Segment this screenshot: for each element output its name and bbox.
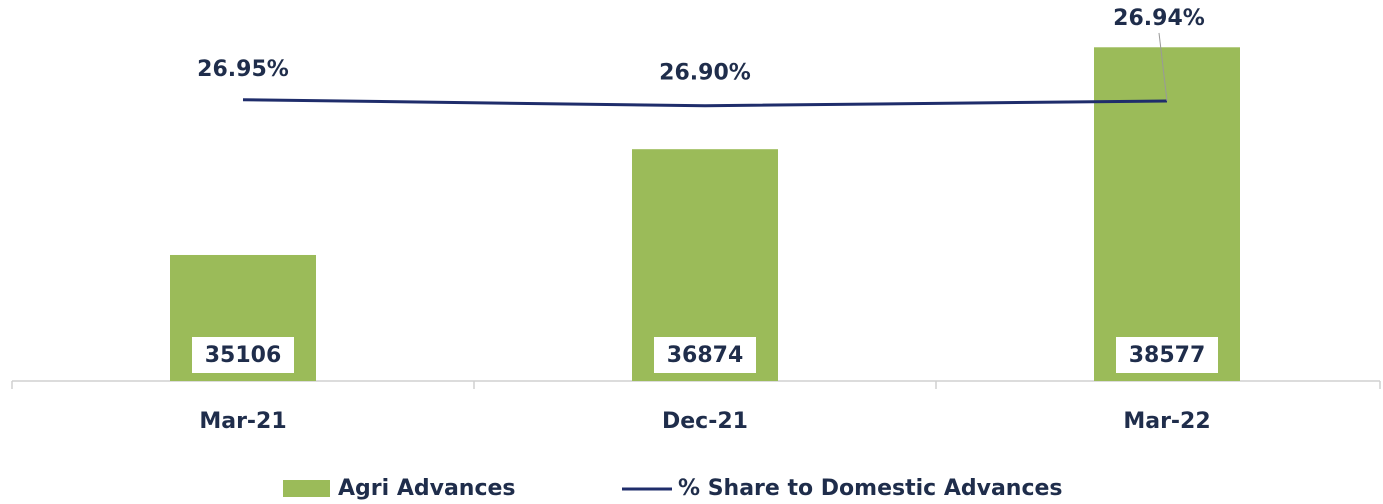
line xyxy=(242,98,1168,108)
value-label-box xyxy=(654,337,756,373)
legend-label: % Share to Domestic Advances xyxy=(678,476,1063,501)
value-label-box xyxy=(192,337,294,373)
x-tick-label: Dec-21 xyxy=(662,409,748,434)
leader-line xyxy=(1158,32,1168,102)
x-tick-label: Mar-21 xyxy=(199,409,286,434)
legend-swatch xyxy=(283,480,330,497)
value-label-box xyxy=(1116,337,1218,373)
line-value-label: 26.94% xyxy=(1113,6,1205,31)
x-tick-label: Mar-22 xyxy=(1123,409,1210,434)
line-value-label: 26.90% xyxy=(659,61,751,86)
value-label: 38577 xyxy=(1129,343,1206,368)
value-label: 36874 xyxy=(667,343,744,368)
line-value-label: 26.95% xyxy=(197,57,289,82)
value-label: 35106 xyxy=(205,343,282,368)
legend-label: Agri Advances xyxy=(338,476,516,501)
